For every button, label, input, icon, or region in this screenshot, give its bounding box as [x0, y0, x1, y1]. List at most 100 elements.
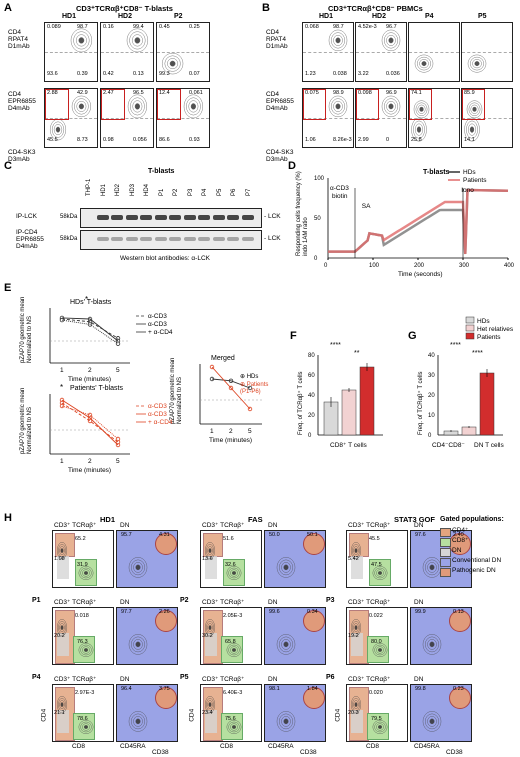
- data-point: [59, 317, 65, 323]
- contour-ring: [128, 711, 148, 732]
- blot-band: [154, 237, 167, 241]
- blot-band: [96, 215, 109, 220]
- gate-value: 0.13: [133, 71, 144, 77]
- gate-value: 50.1: [307, 532, 318, 538]
- subplot-title: Patients' T-blasts: [70, 385, 123, 392]
- contour-ring: [276, 634, 296, 655]
- contour-ring: [60, 702, 64, 707]
- flow-plot: 2.97E-3 78.6 21.1: [52, 684, 114, 742]
- contour-ring: [388, 37, 394, 44]
- y-axis-label: indo 1AM ratio: [303, 217, 309, 256]
- gate-value: 2.88: [47, 90, 58, 96]
- gate-title: CD3⁺ TCRαβ⁺: [348, 676, 391, 683]
- gate-title: DN: [268, 676, 278, 683]
- annotation: SA: [362, 203, 371, 210]
- gate-value: 65.2: [75, 536, 86, 542]
- legend-label: (P1-P6): [240, 389, 261, 395]
- contour-plot: [328, 95, 348, 118]
- blot-row-label: IP-CD4 EPR6855 D4mAb: [16, 229, 44, 250]
- contour-ring: [354, 548, 358, 553]
- blot-band: [125, 237, 138, 241]
- contour-ring: [135, 564, 141, 571]
- gate-value: 74.1: [411, 90, 422, 96]
- contour-ring: [422, 557, 442, 578]
- gate-value: 4.31: [159, 532, 170, 538]
- contour-ring: [429, 718, 435, 725]
- contour-ring: [80, 644, 92, 656]
- legend-label: HDs: [463, 169, 476, 176]
- series-line: [61, 319, 119, 345]
- contour-ring: [279, 636, 293, 653]
- contour-ring: [71, 95, 92, 118]
- x-axis-label: CD8: [72, 743, 86, 750]
- blot-band: [125, 215, 138, 220]
- gate-value: 1.06: [305, 137, 316, 143]
- contour-ring: [372, 566, 388, 580]
- bar: [479, 372, 495, 436]
- gate-value: 30.2: [202, 633, 213, 639]
- bar: [461, 426, 477, 436]
- contour-ring: [352, 621, 360, 635]
- gate-value: 31.9: [77, 562, 88, 568]
- contour-ring: [464, 117, 480, 142]
- contour-plot: [276, 634, 296, 655]
- contour-ring: [417, 104, 426, 114]
- flow-plot: 50.0 50.1: [264, 530, 326, 588]
- contour-ring: [128, 634, 148, 655]
- x-axis-label: CD4⁻CD8⁻: [432, 442, 465, 449]
- annotation: Iono: [461, 187, 474, 194]
- gate-value: 99.9: [415, 609, 426, 615]
- flow-plot: 0.068 98.7 1.23 0.038: [302, 22, 354, 82]
- sample-name: STAT3 GOF: [394, 515, 435, 524]
- panel-f-label: F: [290, 330, 297, 342]
- contour-plot: [56, 618, 94, 657]
- x-axis-label: CD38: [152, 749, 169, 756]
- panel-a-title: CD3⁺TCRαβ⁺CD8⁻ T-blasts: [76, 4, 173, 13]
- gate-value: 0.036: [386, 71, 400, 77]
- flow-plot: 2.47 96.5 0.98 0.056: [100, 88, 154, 148]
- lane-label: P6: [231, 188, 237, 196]
- contour-ring: [414, 54, 434, 73]
- contour-ring: [60, 548, 64, 553]
- pathogenic-gate: [303, 610, 325, 632]
- contour-ring: [78, 720, 94, 734]
- gate-value: 93.6: [47, 71, 58, 77]
- gate-value: 0: [386, 137, 390, 143]
- gate-value: 0.93: [189, 137, 200, 143]
- contour-ring: [429, 564, 435, 571]
- contour-ring: [350, 695, 362, 714]
- gate-title: DN: [414, 676, 424, 683]
- contour-plot: [411, 100, 430, 142]
- panel-e-label: E: [4, 282, 12, 294]
- gate-value: 85.9: [464, 90, 475, 96]
- contour-plot: [204, 618, 242, 657]
- gate-title: CD3⁺ TCRαβ⁺: [54, 599, 97, 606]
- gate-line: [462, 118, 512, 119]
- chart-title: T-blasts: [423, 169, 450, 176]
- contour-ring: [226, 720, 242, 734]
- series-line: [61, 402, 119, 443]
- dn-gate: [57, 710, 69, 733]
- contour-ring: [82, 569, 90, 577]
- panel-a-label: A: [4, 2, 12, 14]
- contour-ring: [80, 567, 92, 579]
- gate-value: 98.1: [269, 686, 280, 692]
- flow-plot: 0.075 98.9 1.06 8.26e-3: [302, 88, 354, 148]
- x-axis-label: Time (minutes): [68, 467, 111, 474]
- legend-swatch: [440, 528, 451, 537]
- gate-value: 97.7: [121, 609, 132, 615]
- panel-b-title: CD3⁺TCRαβ⁺CD8⁻ PBMCs: [328, 4, 423, 13]
- blot-band: [169, 237, 181, 241]
- flow-plot: 96.4 3.75: [116, 684, 178, 742]
- contour-ring: [283, 641, 289, 648]
- contour-ring: [231, 648, 237, 652]
- dn-gate: [205, 710, 217, 733]
- series-patients: [328, 188, 509, 255]
- blot-band: [140, 237, 152, 241]
- contour-ring: [331, 32, 345, 49]
- contour-ring: [208, 625, 212, 630]
- legend-swatch: [465, 324, 475, 332]
- gate-value: 51.6: [223, 536, 234, 542]
- contour-ring: [207, 700, 213, 710]
- pathogenic-gate: [155, 533, 177, 555]
